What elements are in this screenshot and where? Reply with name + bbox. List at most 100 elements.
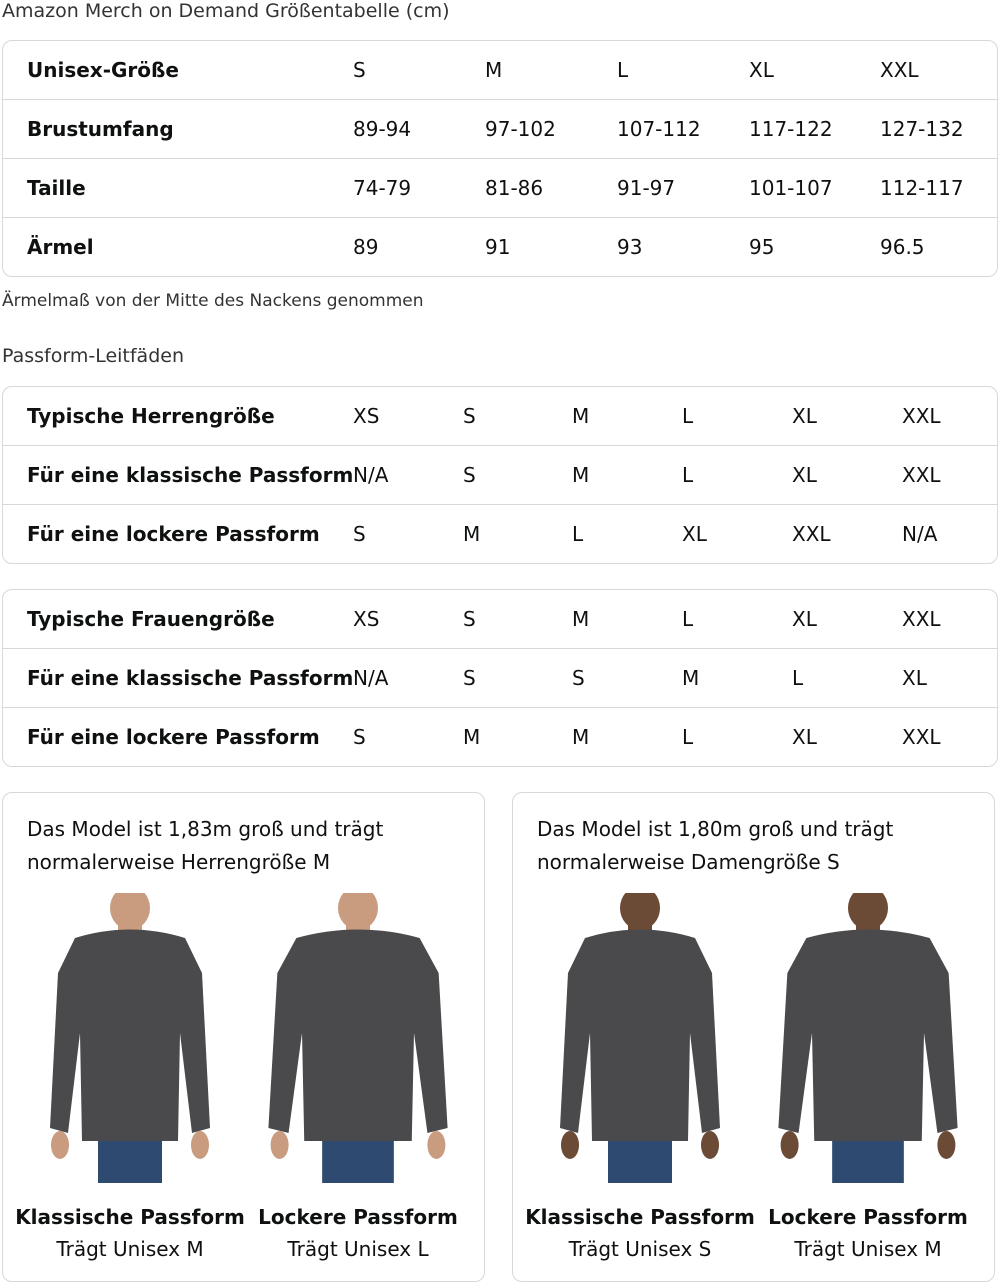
- table-cell: M: [572, 463, 590, 487]
- table-cell: XXL: [880, 58, 919, 82]
- table-cell: 95: [749, 235, 775, 259]
- table-row: Für eine lockere Passform S M M L XL XXL: [3, 707, 997, 766]
- man-model-photo: [268, 893, 448, 1183]
- table-cell: XXL: [902, 463, 941, 487]
- table-cell: 127-132: [880, 117, 964, 141]
- table-cell: N/A: [353, 463, 389, 487]
- table-cell: L: [682, 607, 694, 631]
- table-cell: 107-112: [617, 117, 701, 141]
- table-cell: M: [572, 607, 590, 631]
- table-cell: XL: [792, 725, 817, 749]
- woman-model-photo: [560, 893, 720, 1183]
- table-cell: XS: [353, 607, 380, 631]
- table-cell: N/A: [353, 666, 389, 690]
- table-cell: S: [463, 404, 476, 428]
- table-cell: XXL: [792, 522, 831, 546]
- table-row: Für eine lockere Passform S M L XL XXL N/A: [3, 504, 997, 563]
- table-cell: 89-94: [353, 117, 412, 141]
- fit-title: Klassische Passform: [15, 1205, 245, 1229]
- row-label: Für eine lockere Passform: [27, 522, 320, 546]
- table-cell: S: [463, 666, 476, 690]
- size-table: Unisex-Größe S M L XL XXL Brustumfang 89-94 97-1…: [2, 40, 998, 277]
- table-cell: M: [682, 666, 700, 690]
- fit-size: Trägt Unisex M: [56, 1237, 204, 1261]
- fit-figure: Klassische Passform Trägt Unisex S: [525, 893, 755, 1261]
- women-fit-table: Typische Frauengröße XS S M L XL XXL Für eine k…: [2, 589, 998, 767]
- table-cell: 97-102: [485, 117, 556, 141]
- men-fit-table: Typische Herrengröße XS S M L XL XXL Für eine k…: [2, 386, 998, 564]
- table-cell: XXL: [902, 607, 941, 631]
- fit-heading: Passform-Leitfäden: [2, 345, 184, 367]
- row-label: Für eine lockere Passform: [27, 725, 320, 749]
- table-row: Für eine klassische Passform N/A S S M L XL: [3, 648, 997, 707]
- table-cell: S: [353, 522, 366, 546]
- table-cell: 74-79: [353, 176, 412, 200]
- fit-title: Lockere Passform: [258, 1205, 458, 1229]
- table-cell: L: [617, 58, 629, 82]
- row-label: Typische Frauengröße: [27, 607, 275, 631]
- table-cell: 96.5: [880, 235, 925, 259]
- table-row: Unisex-Größe S M L XL XXL: [3, 41, 997, 99]
- table-cell: L: [682, 404, 694, 428]
- row-label: Unisex-Größe: [27, 58, 179, 82]
- model-caption: Das Model ist 1,80m groß und trägt norma…: [537, 817, 894, 874]
- row-label: Für eine klassische Passform: [27, 666, 354, 690]
- fit-title: Lockere Passform: [768, 1205, 968, 1229]
- model-card-women: Das Model ist 1,80m groß und trägt norma…: [512, 792, 995, 1282]
- table-cell: 112-117: [880, 176, 964, 200]
- table-row: Ärmel 89 91 93 95 96.5: [3, 217, 997, 276]
- table-cell: L: [682, 463, 694, 487]
- row-label: Typische Herrengröße: [27, 404, 275, 428]
- table-cell: M: [572, 404, 590, 428]
- table-cell: XL: [792, 463, 817, 487]
- table-cell: N/A: [902, 522, 938, 546]
- row-label: Brustumfang: [27, 117, 174, 141]
- table-cell: XL: [792, 607, 817, 631]
- table-cell: S: [572, 666, 585, 690]
- table-cell: S: [463, 607, 476, 631]
- table-cell: XXL: [902, 404, 941, 428]
- fit-figure: Lockere Passform Trägt Unisex L: [243, 893, 473, 1261]
- table-cell: 89: [353, 235, 379, 259]
- table-cell: M: [463, 725, 481, 749]
- table-row: Typische Frauengröße XS S M L XL XXL: [3, 590, 997, 648]
- table-cell: L: [682, 725, 694, 749]
- table-cell: S: [353, 725, 366, 749]
- table-cell: M: [572, 725, 590, 749]
- table-cell: L: [792, 666, 804, 690]
- table-cell: XL: [682, 522, 707, 546]
- table-cell: 81-86: [485, 176, 544, 200]
- table-cell: S: [353, 58, 366, 82]
- fit-figure: Lockere Passform Trägt Unisex M: [753, 893, 983, 1261]
- fit-figure: Klassische Passform Trägt Unisex M: [15, 893, 245, 1261]
- sleeve-note: Ärmelmaß von der Mitte des Nackens genom…: [2, 291, 424, 311]
- table-cell: 91-97: [617, 176, 676, 200]
- man-model-photo: [50, 893, 210, 1183]
- table-cell: L: [572, 522, 584, 546]
- table-cell: M: [485, 58, 503, 82]
- table-cell: 101-107: [749, 176, 833, 200]
- table-cell: 93: [617, 235, 643, 259]
- table-cell: XL: [749, 58, 774, 82]
- table-row: Für eine klassische Passform N/A S M L XL XXL: [3, 445, 997, 504]
- model-caption: Das Model ist 1,83m groß und trägt norma…: [27, 817, 384, 874]
- table-cell: 117-122: [749, 117, 833, 141]
- table-cell: XL: [792, 404, 817, 428]
- table-row: Brustumfang 89-94 97-102 107-112 117-122 127-…: [3, 99, 997, 158]
- fit-size: Trägt Unisex L: [287, 1237, 429, 1261]
- chart-title: Amazon Merch on Demand Größentabelle (cm…: [2, 0, 450, 22]
- table-cell: M: [463, 522, 481, 546]
- table-cell: S: [463, 463, 476, 487]
- fit-size: Trägt Unisex M: [794, 1237, 942, 1261]
- table-row: Typische Herrengröße XS S M L XL XXL: [3, 387, 997, 445]
- row-label: Taille: [27, 176, 86, 200]
- fit-size: Trägt Unisex S: [568, 1237, 712, 1261]
- table-cell: XS: [353, 404, 380, 428]
- table-cell: XXL: [902, 725, 941, 749]
- model-card-men: Das Model ist 1,83m groß und trägt norma…: [2, 792, 485, 1282]
- table-cell: XL: [902, 666, 927, 690]
- table-row: Taille 74-79 81-86 91-97 101-107 112-117: [3, 158, 997, 217]
- woman-model-photo: [778, 893, 958, 1183]
- table-cell: 91: [485, 235, 511, 259]
- fit-title: Klassische Passform: [525, 1205, 755, 1229]
